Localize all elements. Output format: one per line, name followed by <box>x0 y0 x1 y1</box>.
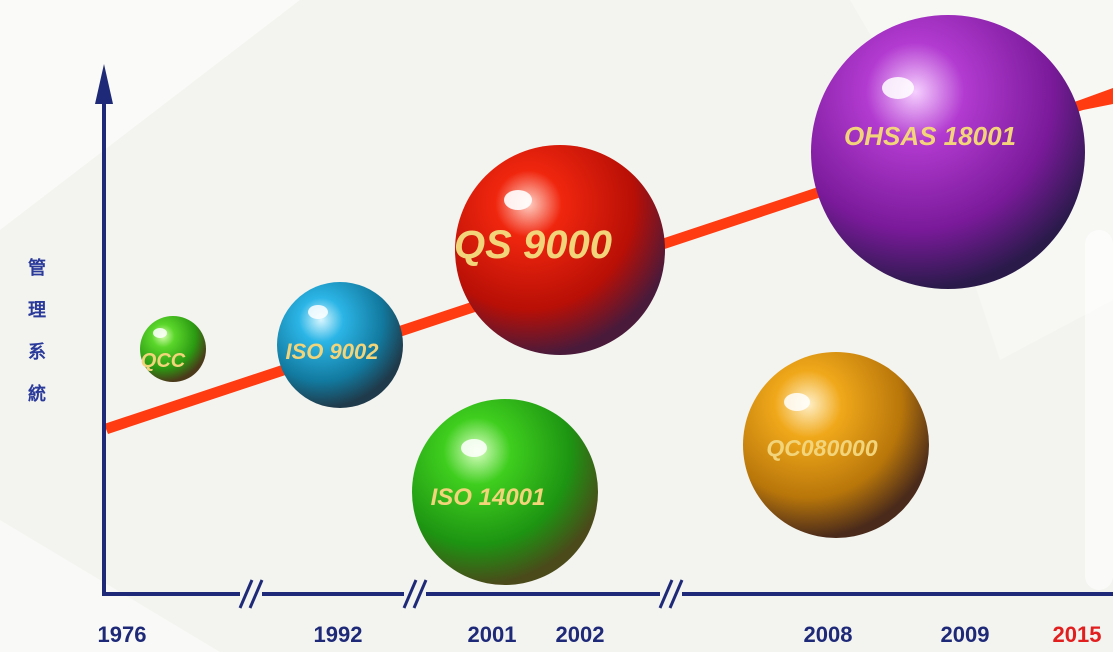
axis-break <box>658 579 684 609</box>
bubble-label: QC080000 <box>766 435 877 461</box>
background-panel <box>0 0 300 230</box>
year-label: 2008 <box>803 622 853 647</box>
bubble-label: QS 9000 <box>454 223 612 267</box>
background-panel <box>1085 230 1113 590</box>
bubble-label: ISO 14001 <box>431 484 546 511</box>
bubble-iso-9002: ISO 9002 <box>277 282 403 408</box>
bubble-label: ISO 9002 <box>286 339 380 364</box>
y-axis-label: 管理系統 <box>25 258 46 426</box>
y-axis-arrowhead <box>95 64 113 104</box>
bubble-label: OHSAS 18001 <box>844 121 1016 151</box>
bubble-qc080000: QC080000 <box>743 352 929 538</box>
year-label: 2009 <box>940 622 990 647</box>
year-label: 2001 <box>467 622 517 647</box>
axis-break <box>402 579 428 609</box>
year-label: 1976 <box>97 622 147 647</box>
bubble-iso-14001: ISO 14001 <box>412 399 598 585</box>
bubble-qs-9000: QS 9000 <box>454 145 665 355</box>
bubble-qcc: QCC <box>140 316 206 382</box>
bubble-ohsas-18001: OHSAS 18001 <box>811 15 1085 289</box>
bubble-label: QCC <box>141 350 186 372</box>
year-label-highlight: 2015 <box>1052 622 1102 647</box>
background-panel <box>0 520 220 652</box>
axis-break <box>238 579 264 609</box>
year-label: 1992 <box>313 622 363 647</box>
year-label: 2002 <box>555 622 605 647</box>
